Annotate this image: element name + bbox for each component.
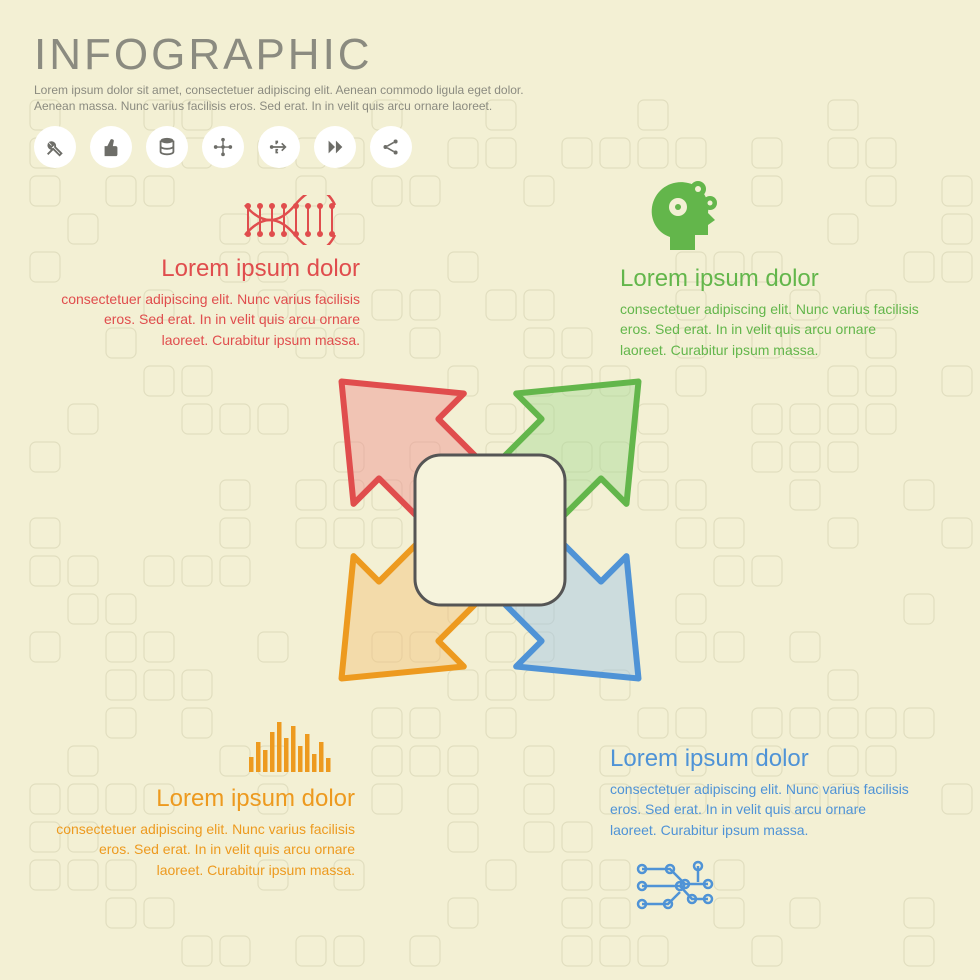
page-title: INFOGRAPHIC [34,30,554,80]
share-icon [370,126,412,168]
database-icon [146,126,188,168]
usb-icon [258,126,300,168]
block-body: consectetuer adipiscing elit. Nunc variu… [55,819,355,880]
gear-head-icon [620,175,920,255]
tools-icon [34,126,76,168]
circuit-icon [610,854,910,919]
header: INFOGRAPHIC Lorem ipsum dolor sit amet, … [34,30,554,168]
block-title: Lorem ipsum dolor [60,255,360,283]
info-block-tl: Lorem ipsum dolor consectetuer adipiscin… [60,195,360,350]
forward-icon [314,126,356,168]
info-block-tr: Lorem ipsum dolor consectetuer adipiscin… [620,175,920,360]
info-block-bl: Lorem ipsum dolor consectetuer adipiscin… [55,720,355,880]
block-body: consectetuer adipiscing elit. Nunc variu… [620,299,920,360]
block-title: Lorem ipsum dolor [620,265,920,293]
block-title: Lorem ipsum dolor [610,745,910,773]
thumb-icon [90,126,132,168]
bars-icon [55,720,355,775]
block-body: consectetuer adipiscing elit. Nunc variu… [60,289,360,350]
block-title: Lorem ipsum dolor [55,785,355,813]
helix-icon [60,195,360,245]
page-subtitle: Lorem ipsum dolor sit amet, consectetuer… [34,82,554,114]
header-icon-row [34,126,554,168]
block-body: consectetuer adipiscing elit. Nunc variu… [610,779,910,840]
network-icon [202,126,244,168]
info-block-br: Lorem ipsum dolor consectetuer adipiscin… [610,745,910,929]
